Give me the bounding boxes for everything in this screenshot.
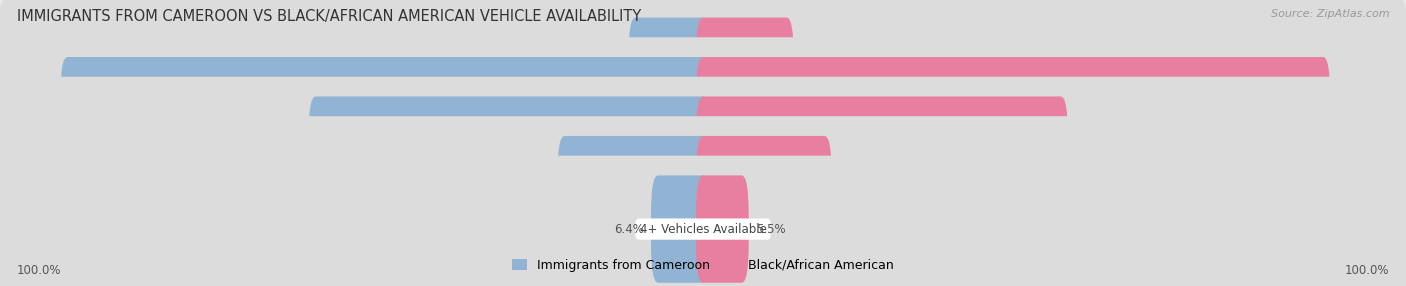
FancyBboxPatch shape [0,116,1406,263]
Text: 88.2%: 88.2% [993,104,1033,117]
Text: 100.0%: 100.0% [1344,265,1389,277]
FancyBboxPatch shape [60,57,710,164]
FancyBboxPatch shape [696,136,832,243]
FancyBboxPatch shape [558,136,710,243]
FancyBboxPatch shape [0,0,1406,145]
FancyBboxPatch shape [628,17,710,125]
Text: 6.4%: 6.4% [614,223,644,236]
FancyBboxPatch shape [696,57,1330,164]
FancyBboxPatch shape [0,37,1406,184]
FancyBboxPatch shape [0,156,1406,286]
FancyBboxPatch shape [696,17,793,125]
FancyBboxPatch shape [651,175,710,283]
FancyBboxPatch shape [696,175,749,283]
Text: 9.6%: 9.6% [592,65,621,78]
Text: 5.5%: 5.5% [756,223,786,236]
Legend: Immigrants from Cameroon, Black/African American: Immigrants from Cameroon, Black/African … [508,254,898,277]
Text: 50.9%: 50.9% [862,144,903,157]
Text: 90.4%: 90.4% [364,104,406,117]
Text: IMMIGRANTS FROM CAMEROON VS BLACK/AFRICAN AMERICAN VEHICLE AVAILABILITY: IMMIGRANTS FROM CAMEROON VS BLACK/AFRICA… [17,9,641,23]
FancyBboxPatch shape [696,96,1069,204]
Text: 11.9%: 11.9% [801,65,838,78]
FancyBboxPatch shape [308,96,710,204]
Text: 17.3%: 17.3% [838,183,876,196]
Text: 19.7%: 19.7% [513,183,551,196]
Text: Source: ZipAtlas.com: Source: ZipAtlas.com [1271,9,1389,19]
Text: 100.0%: 100.0% [17,265,62,277]
Text: 2+ Vehicles Available: 2+ Vehicles Available [640,144,766,157]
FancyBboxPatch shape [0,77,1406,224]
Text: 55.1%: 55.1% [489,144,530,157]
Text: 1+ Vehicles Available: 1+ Vehicles Available [640,104,766,117]
Text: No Vehicles Available: No Vehicles Available [640,65,766,78]
Text: 3+ Vehicles Available: 3+ Vehicles Available [640,183,766,196]
Text: 4+ Vehicles Available: 4+ Vehicles Available [640,223,766,236]
